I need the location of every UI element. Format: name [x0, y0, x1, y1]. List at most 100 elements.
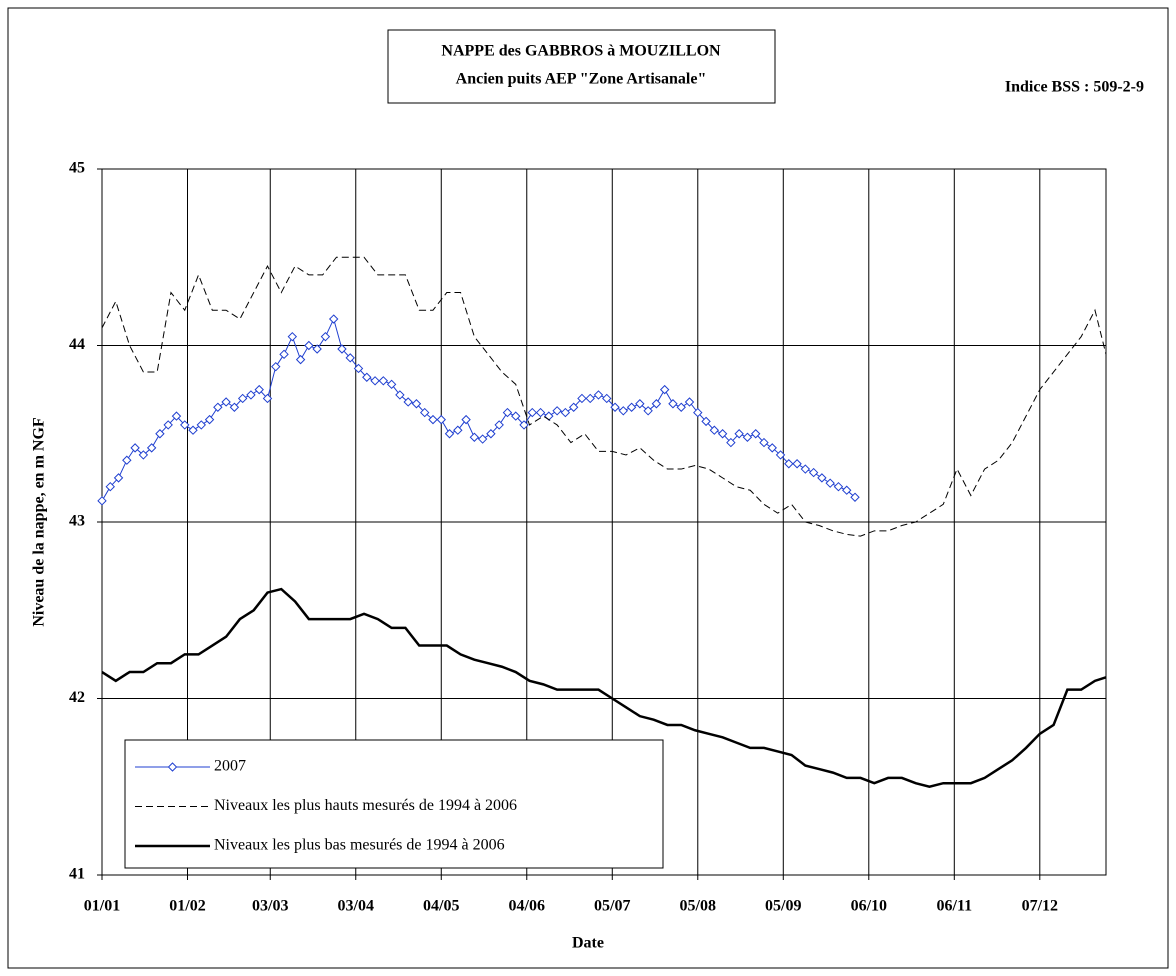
data-point [750, 429, 761, 439]
data-point [362, 372, 372, 382]
data-point [428, 414, 438, 425]
data-point [444, 429, 455, 439]
x-tick-label: 05/08 [680, 898, 716, 915]
chart-title: NAPPE des GABBROS à MOUZILLON [441, 43, 721, 60]
data-point [345, 353, 355, 363]
data-point [759, 437, 769, 448]
data-point [163, 420, 173, 430]
x-tick-label: 05/07 [594, 898, 630, 915]
data-point [693, 407, 703, 418]
data-point [196, 420, 207, 430]
legend-label: 2007 [214, 758, 246, 775]
chart-subtitle: Indice BSS : 509-2-9 [1005, 79, 1144, 96]
series-line [101, 587, 1107, 789]
data-point [535, 407, 546, 418]
y-tick-label: 45 [69, 160, 85, 177]
data-point [577, 393, 587, 404]
data-point [717, 429, 728, 439]
data-point [146, 443, 157, 453]
data-point [585, 393, 595, 404]
data-point [792, 459, 802, 469]
data-point [237, 393, 248, 404]
data-point [378, 376, 389, 386]
x-tick-label: 04/06 [509, 898, 545, 915]
data-point [453, 425, 463, 435]
data-point [320, 331, 331, 342]
data-point [229, 402, 240, 412]
data-point [155, 429, 165, 439]
x-tick-label: 04/05 [423, 898, 459, 915]
data-point [734, 429, 744, 439]
data-point [709, 425, 720, 435]
data-point [552, 406, 562, 416]
x-tick-label: 01/01 [84, 898, 120, 915]
data-point [635, 399, 645, 409]
data-point [784, 459, 794, 469]
legend-marker [167, 762, 178, 772]
data-point [204, 414, 215, 425]
y-tick-label: 43 [69, 513, 85, 530]
data-point [403, 397, 413, 407]
legend-label: Niveaux les plus hauts mesurés de 1994 à… [214, 797, 517, 814]
data-point [494, 420, 504, 430]
data-point [213, 402, 223, 412]
data-point [312, 344, 322, 354]
data-point [618, 406, 629, 416]
title-box [387, 29, 776, 104]
data-point [279, 349, 289, 360]
data-point [651, 399, 662, 409]
data-point [254, 384, 264, 395]
data-point [97, 496, 107, 506]
data-point [502, 407, 513, 418]
data-point [138, 450, 149, 460]
data-point [742, 432, 753, 442]
data-point [262, 393, 273, 404]
x-tick-label: 06/10 [851, 898, 887, 915]
y-axis-label: Niveau de la nappe, en m NGF [31, 417, 48, 627]
y-tick-label: 41 [69, 866, 85, 883]
data-point [113, 473, 124, 483]
y-tick-label: 42 [69, 689, 85, 706]
data-point [180, 420, 190, 430]
data-point [386, 379, 397, 390]
data-point [684, 397, 695, 407]
data-point [676, 402, 686, 412]
data-point [337, 344, 347, 354]
data-point [808, 467, 819, 478]
data-point [850, 492, 860, 502]
data-point [395, 390, 405, 400]
data-point [775, 450, 786, 460]
data-point [593, 390, 604, 400]
data-point [519, 420, 529, 430]
data-point [817, 473, 827, 483]
data-point [767, 443, 777, 453]
data-point [800, 464, 811, 474]
data-point [304, 340, 314, 351]
chart-title: Ancien puits AEP "Zone Artisanale" [456, 71, 707, 88]
data-point [353, 363, 364, 374]
data-point [643, 406, 653, 416]
legend-box [124, 739, 664, 869]
data-point [246, 390, 256, 400]
data-point [271, 361, 281, 372]
series-line [101, 256, 1107, 537]
data-point [527, 407, 537, 418]
data-point [328, 314, 339, 324]
data-point [668, 399, 678, 409]
data-point [511, 411, 521, 421]
x-tick-label: 03/03 [252, 898, 288, 915]
data-point [370, 376, 380, 386]
data-point [287, 331, 298, 342]
data-point [825, 478, 835, 488]
data-point [726, 437, 736, 448]
data-point [626, 402, 637, 412]
x-tick-label: 06/11 [937, 898, 973, 915]
data-point [411, 399, 422, 409]
data-point [486, 429, 496, 439]
data-point [602, 393, 612, 404]
x-tick-label: 03/04 [338, 898, 374, 915]
data-point [568, 402, 579, 412]
data-point [436, 414, 446, 425]
data-point [420, 407, 430, 418]
